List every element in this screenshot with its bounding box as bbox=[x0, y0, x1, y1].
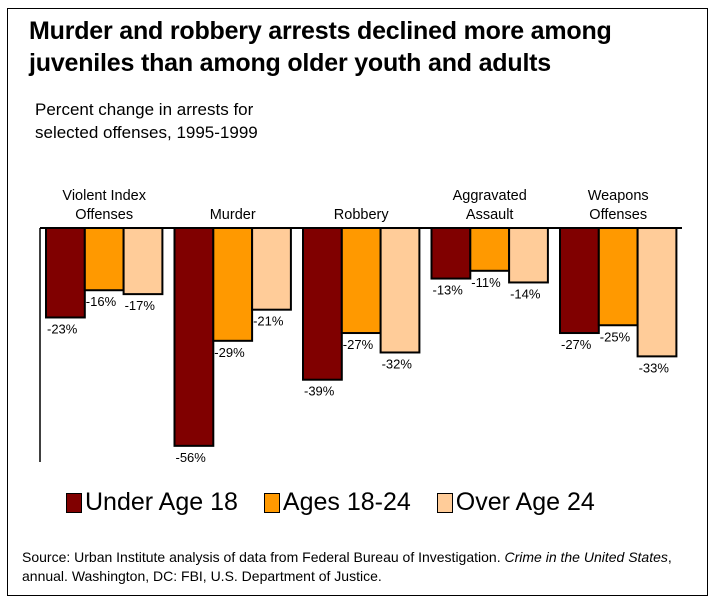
bar bbox=[430, 227, 472, 280]
bar bbox=[508, 227, 549, 284]
source-suffix: , annual. Washington, DC: FBI, U.S. Depa… bbox=[22, 549, 672, 584]
value-label: -39% bbox=[304, 384, 335, 399]
bar bbox=[469, 227, 511, 272]
legend-label-18-24: Ages 18-24 bbox=[282, 488, 411, 516]
value-label: -16% bbox=[86, 294, 117, 309]
legend-swatch-18-24 bbox=[263, 492, 280, 513]
bar bbox=[302, 227, 343, 381]
value-label: -14% bbox=[510, 286, 541, 301]
bar bbox=[45, 227, 86, 319]
legend: Under Age 18 Ages 18-24 Over Age 24 bbox=[66, 488, 621, 517]
legend-item-over-24: Over Age 24 bbox=[436, 488, 595, 517]
category-label: Assault bbox=[466, 207, 514, 223]
source-prefix: Source: Urban Institute analysis of data… bbox=[22, 549, 505, 565]
category-label: Offenses bbox=[589, 207, 647, 223]
category-label: Weapons bbox=[588, 188, 649, 204]
value-label: -27% bbox=[343, 337, 374, 352]
source-note: Source: Urban Institute analysis of data… bbox=[22, 548, 702, 586]
legend-label-under-18: Under Age 18 bbox=[85, 488, 238, 516]
value-label: -32% bbox=[382, 356, 413, 371]
value-label: -13% bbox=[433, 283, 464, 298]
chart-title: Murder and robbery arrests declined more… bbox=[29, 17, 612, 77]
value-label: -23% bbox=[47, 321, 78, 336]
bar bbox=[597, 227, 639, 327]
legend-item-18-24: Ages 18-24 bbox=[263, 488, 411, 517]
value-label: -25% bbox=[600, 329, 631, 344]
category-label: Robbery bbox=[334, 207, 390, 223]
legend-label-over-24: Over Age 24 bbox=[455, 488, 595, 516]
category-label: Aggravated bbox=[453, 188, 527, 204]
source-publication: Crime in the United States bbox=[504, 549, 668, 565]
legend-swatch-under-18 bbox=[66, 492, 82, 513]
value-label: -17% bbox=[125, 298, 156, 313]
value-label: -56% bbox=[176, 450, 207, 465]
bar bbox=[83, 227, 125, 292]
chart-frame bbox=[7, 8, 708, 596]
bar bbox=[212, 227, 254, 342]
value-label: -21% bbox=[253, 314, 284, 329]
value-label: -29% bbox=[214, 345, 245, 360]
legend-swatch-over-24 bbox=[436, 492, 453, 513]
value-label: -11% bbox=[471, 275, 501, 290]
bar bbox=[340, 227, 382, 335]
legend-item-under-18: Under Age 18 bbox=[66, 488, 238, 517]
chart-subtitle: Percent change in arrests for selected o… bbox=[35, 98, 258, 144]
category-label: Murder bbox=[210, 207, 256, 223]
value-label: -27% bbox=[561, 337, 592, 352]
bar bbox=[122, 227, 164, 296]
bar bbox=[173, 227, 215, 447]
bar bbox=[379, 227, 421, 354]
bar bbox=[251, 227, 292, 311]
subtitle-line-2: selected offenses, 1995-1999 bbox=[35, 123, 258, 142]
category-label: Violent Index bbox=[62, 188, 146, 204]
subtitle-line-1: Percent change in arrests for bbox=[35, 100, 254, 119]
bar bbox=[559, 227, 600, 335]
category-label: Offenses bbox=[75, 207, 133, 223]
bar bbox=[636, 227, 678, 358]
value-label: -33% bbox=[639, 360, 670, 375]
